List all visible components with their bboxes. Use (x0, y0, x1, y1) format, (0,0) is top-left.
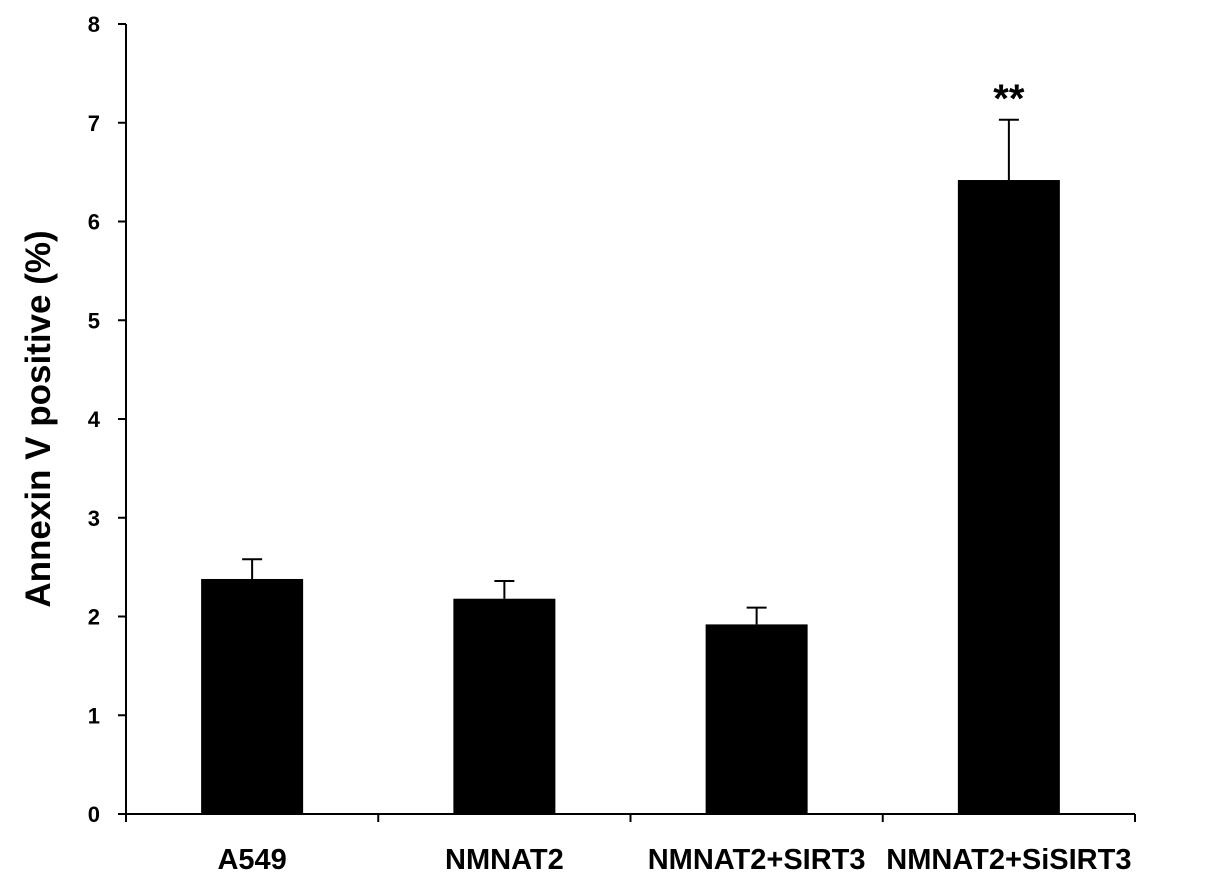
annotations: ** (993, 77, 1025, 121)
x-tick-label: A549 (217, 844, 286, 876)
bar (453, 598, 556, 814)
y-axis-title: Annexin V positive (%) (19, 230, 58, 607)
y-tick-label: 4 (88, 407, 101, 432)
significance-label: ** (993, 77, 1025, 121)
y-axis: 0 1 2 3 4 5 6 7 8 (88, 12, 127, 827)
y-tick-label: 2 (88, 605, 100, 630)
bar (705, 624, 808, 814)
bar (201, 578, 304, 814)
x-tick-label: NMNAT2+SIRT3 (648, 844, 866, 876)
x-tick-label: NMNAT2 (445, 844, 564, 876)
x-tick-label: NMNAT2+SiSIRT3 (886, 844, 1131, 876)
category-labels: A549 NMNAT2 NMNAT2+SIRT3 NMNAT2+SiSIRT3 (217, 844, 1131, 876)
y-tick-label: 8 (88, 12, 100, 37)
error-bars (242, 118, 1019, 625)
y-tick-label: 0 (88, 802, 100, 827)
bar (957, 180, 1060, 814)
y-tick-label: 7 (88, 111, 100, 136)
y-tick-label: 3 (88, 506, 100, 531)
y-tick-label: 6 (88, 210, 100, 235)
y-tick-label: 5 (88, 308, 100, 333)
bars (201, 180, 1060, 814)
y-tick-label: 1 (88, 703, 100, 728)
x-axis (125, 813, 1136, 822)
